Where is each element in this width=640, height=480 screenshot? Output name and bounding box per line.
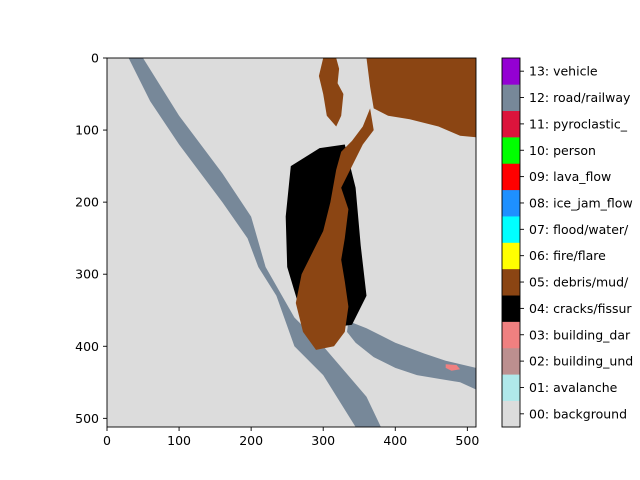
colorbar-label: 12: road/railway: [529, 90, 631, 105]
region-debris-top-left-lobe: [318, 58, 344, 127]
region-road-right-branch: [347, 321, 476, 390]
class-regions: [128, 58, 476, 427]
class-colorbar: 00: background 01: avalanche 02: building_…: [501, 57, 633, 428]
colorbar-label: 00: background: [529, 406, 627, 421]
region-road-left-diagonal: [128, 58, 381, 427]
colorbar-swatch-2: [502, 347, 520, 375]
colorbar-swatch-6: [502, 242, 520, 270]
colorbar-label: 09: lava_flow: [529, 169, 611, 184]
colorbar-label: 11: pyroclastic_: [529, 116, 628, 131]
x-tick-label: 0: [103, 433, 111, 448]
x-tick-label: 300: [311, 433, 335, 448]
y-tick-label: 100: [75, 123, 99, 138]
colorbar-label: 04: cracks/fissur: [529, 301, 632, 316]
colorbar-swatch-10: [502, 137, 520, 164]
colorbar-label: 03: building_dar: [529, 327, 631, 342]
y-tick-label: 200: [75, 195, 99, 210]
colorbar-swatch-1: [502, 374, 520, 401]
region-debris-main-channel: [295, 108, 374, 350]
colorbar-swatch-13: [502, 58, 520, 85]
colorbar-label: 01: avalanche: [529, 380, 618, 395]
colorbar-swatch-8: [502, 189, 520, 217]
colorbar-label: 07: flood/water/: [529, 222, 629, 237]
x-tick-label: 100: [167, 433, 191, 448]
colorbar-label: 13: vehicle: [529, 64, 598, 79]
colorbar-swatch-12: [502, 84, 520, 112]
colorbar-swatch-11: [502, 110, 520, 138]
colorbar-swatch-4: [502, 295, 520, 322]
y-tick-label: 400: [75, 339, 99, 354]
y-axis-ticks: 0 100 200 300 400 500: [75, 51, 107, 426]
colorbar-label: 10: person: [529, 143, 596, 158]
segmentation-image: [107, 58, 476, 427]
colorbar-label: 05: debris/mud/: [529, 275, 629, 290]
colorbar-swatch-0: [502, 400, 520, 428]
colorbar-label: 02: building_und: [529, 354, 633, 369]
region-debris-top-right: [366, 58, 476, 138]
colorbar-label: 08: ice_jam_flow: [529, 195, 633, 210]
plot-frame: [106, 57, 477, 428]
colorbar-swatch-3: [502, 321, 520, 349]
y-tick-label: 500: [75, 411, 99, 426]
colorbar-label: 06: fire/flare: [529, 248, 606, 263]
x-tick-label: 400: [383, 433, 407, 448]
colorbar-swatch-5: [502, 268, 520, 296]
colorbar-frame: [501, 57, 521, 428]
x-axis-ticks: 0 100 200 300 400 500: [103, 427, 479, 448]
region-building-damage-edge: [445, 364, 461, 371]
x-tick-label: 200: [239, 433, 263, 448]
y-tick-label: 0: [91, 51, 99, 66]
x-tick-label: 500: [455, 433, 479, 448]
colorbar-swatch-7: [502, 216, 520, 243]
y-tick-label: 300: [75, 267, 99, 282]
colorbar-swatch-9: [502, 163, 520, 191]
